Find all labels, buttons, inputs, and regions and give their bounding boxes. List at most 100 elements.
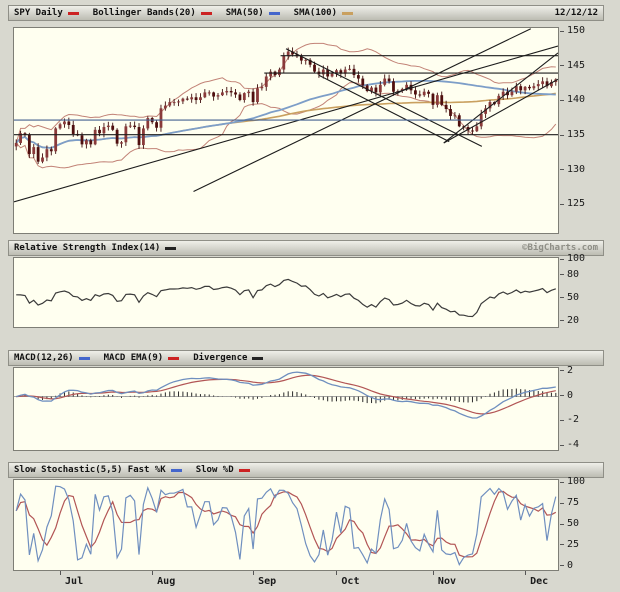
tick-mark bbox=[560, 419, 564, 421]
macd-ema-label: MACD EMA(9) bbox=[103, 353, 164, 363]
y-axis-tick-label: 145 bbox=[560, 60, 585, 72]
bollinger-label: Bollinger Bands(20) bbox=[92, 8, 196, 18]
tick-value: -4 bbox=[567, 439, 580, 451]
y-axis-tick-label: 0 bbox=[560, 390, 573, 402]
macd-swatch-icon bbox=[78, 356, 90, 360]
tick-value: 20 bbox=[567, 314, 580, 326]
tick-value: 50 bbox=[567, 518, 580, 529]
month-tick-mark bbox=[525, 571, 527, 575]
price-y-axis: 150 145 140 135 130 125 bbox=[560, 25, 616, 234]
tick-value: 2 bbox=[567, 364, 574, 376]
price-chart-header: SPY Daily Bollinger Bands(20) SMA(50) SM… bbox=[8, 5, 604, 21]
stoch-d-swatch-icon bbox=[238, 468, 250, 472]
tick-mark bbox=[560, 320, 564, 322]
sma100-swatch-icon bbox=[342, 11, 354, 15]
month-label: Nov bbox=[437, 576, 456, 587]
month-label: Jul bbox=[65, 576, 84, 587]
y-axis-tick-label: 2 bbox=[560, 365, 573, 377]
tick-mark bbox=[560, 169, 564, 171]
macd-ema-swatch-icon bbox=[168, 356, 180, 360]
rsi-y-axis: 100 80 50 20 bbox=[560, 253, 616, 328]
tick-value: 125 bbox=[567, 198, 586, 210]
y-axis-tick-label: 80 bbox=[560, 269, 579, 281]
month-tick-mark bbox=[253, 571, 255, 575]
rsi-swatch-icon bbox=[165, 246, 177, 250]
y-axis-tick-label: 50 bbox=[560, 292, 579, 304]
tick-mark bbox=[560, 370, 564, 372]
tick-mark bbox=[560, 99, 564, 101]
sma50-label: SMA(50) bbox=[225, 8, 264, 18]
macd-y-axis: 2 0 -2 -4 bbox=[560, 365, 616, 451]
bollinger-swatch-icon bbox=[200, 11, 212, 15]
tick-mark bbox=[560, 274, 564, 276]
y-axis-tick-label: 100 bbox=[560, 253, 585, 265]
tick-mark bbox=[560, 134, 564, 136]
y-axis-tick-label: 150 bbox=[560, 25, 585, 37]
stochastic-y-axis: 100 75 50 25 0 bbox=[560, 476, 616, 571]
y-axis-tick-label: -2 bbox=[560, 414, 579, 426]
price-chart-canvas bbox=[14, 28, 558, 203]
y-axis-tick-label: 130 bbox=[560, 164, 585, 176]
month-tick-mark bbox=[432, 571, 434, 575]
y-axis-tick-label: 135 bbox=[560, 129, 585, 141]
date-label: 12/12/12 bbox=[554, 8, 598, 18]
sma50-swatch-icon bbox=[268, 11, 280, 15]
tick-mark bbox=[560, 502, 564, 504]
stochastic-panel bbox=[13, 479, 559, 571]
tick-mark bbox=[560, 203, 564, 205]
y-axis-tick-label: 125 bbox=[560, 198, 585, 210]
rsi-panel bbox=[13, 257, 559, 328]
stochastic-canvas bbox=[15, 485, 557, 566]
tick-mark bbox=[560, 30, 564, 32]
tick-value: 150 bbox=[567, 25, 586, 37]
y-axis-tick-label: 25 bbox=[560, 539, 579, 551]
month-label: Oct bbox=[341, 576, 360, 587]
tick-value: 100 bbox=[567, 476, 586, 488]
tick-mark bbox=[560, 523, 564, 525]
rsi-label: Relative Strength Index(14) bbox=[14, 243, 161, 253]
tick-mark bbox=[560, 481, 564, 483]
tick-value: 135 bbox=[567, 129, 586, 141]
macd-panel bbox=[13, 367, 559, 451]
x-axis: Jul Aug Sep Oct Nov Dec bbox=[0, 571, 620, 591]
y-axis-tick-label: 75 bbox=[560, 497, 579, 509]
tick-value: 75 bbox=[567, 497, 580, 509]
tick-value: 130 bbox=[567, 163, 586, 175]
tick-mark bbox=[560, 544, 564, 546]
month-label: Sep bbox=[258, 576, 277, 587]
rsi-canvas bbox=[16, 278, 556, 318]
tick-mark bbox=[560, 297, 564, 299]
divergence-label: Divergence bbox=[193, 353, 248, 363]
stochastic-header: Slow Stochastic(5,5) Fast %K Slow %D bbox=[8, 462, 604, 478]
tick-mark bbox=[560, 65, 564, 67]
y-axis-tick-label: 20 bbox=[560, 315, 579, 327]
tick-value: 145 bbox=[567, 59, 586, 71]
tick-value: 100 bbox=[567, 253, 586, 265]
tick-value: 25 bbox=[567, 538, 580, 550]
month-label: Aug bbox=[157, 576, 176, 587]
divergence-swatch-icon bbox=[252, 356, 264, 360]
stoch-k-swatch-icon bbox=[170, 468, 182, 472]
macd-canvas bbox=[14, 371, 558, 419]
tick-value: -2 bbox=[567, 414, 580, 426]
tick-value: 140 bbox=[567, 94, 586, 106]
month-label: Dec bbox=[530, 576, 549, 587]
tick-value: 0 bbox=[567, 389, 574, 401]
symbol-label: SPY Daily bbox=[14, 8, 63, 18]
bigcharts-watermark: ©BigCharts.com bbox=[522, 243, 598, 253]
tick-value: 0 bbox=[567, 559, 574, 571]
sma100-label: SMA(100) bbox=[293, 8, 338, 18]
price-chart-panel bbox=[13, 27, 559, 234]
tick-value: 50 bbox=[567, 291, 580, 303]
stoch-k-label: Slow Stochastic(5,5) Fast %K bbox=[14, 465, 166, 475]
rsi-header: Relative Strength Index(14) ©BigCharts.c… bbox=[8, 240, 604, 256]
month-tick-mark bbox=[152, 571, 154, 575]
tick-mark bbox=[560, 444, 564, 446]
y-axis-tick-label: 100 bbox=[560, 476, 585, 488]
tick-mark bbox=[560, 258, 564, 260]
month-tick-mark bbox=[60, 571, 62, 575]
tick-mark bbox=[560, 565, 564, 567]
macd-label: MACD(12,26) bbox=[14, 353, 74, 363]
month-tick-mark bbox=[336, 571, 338, 575]
